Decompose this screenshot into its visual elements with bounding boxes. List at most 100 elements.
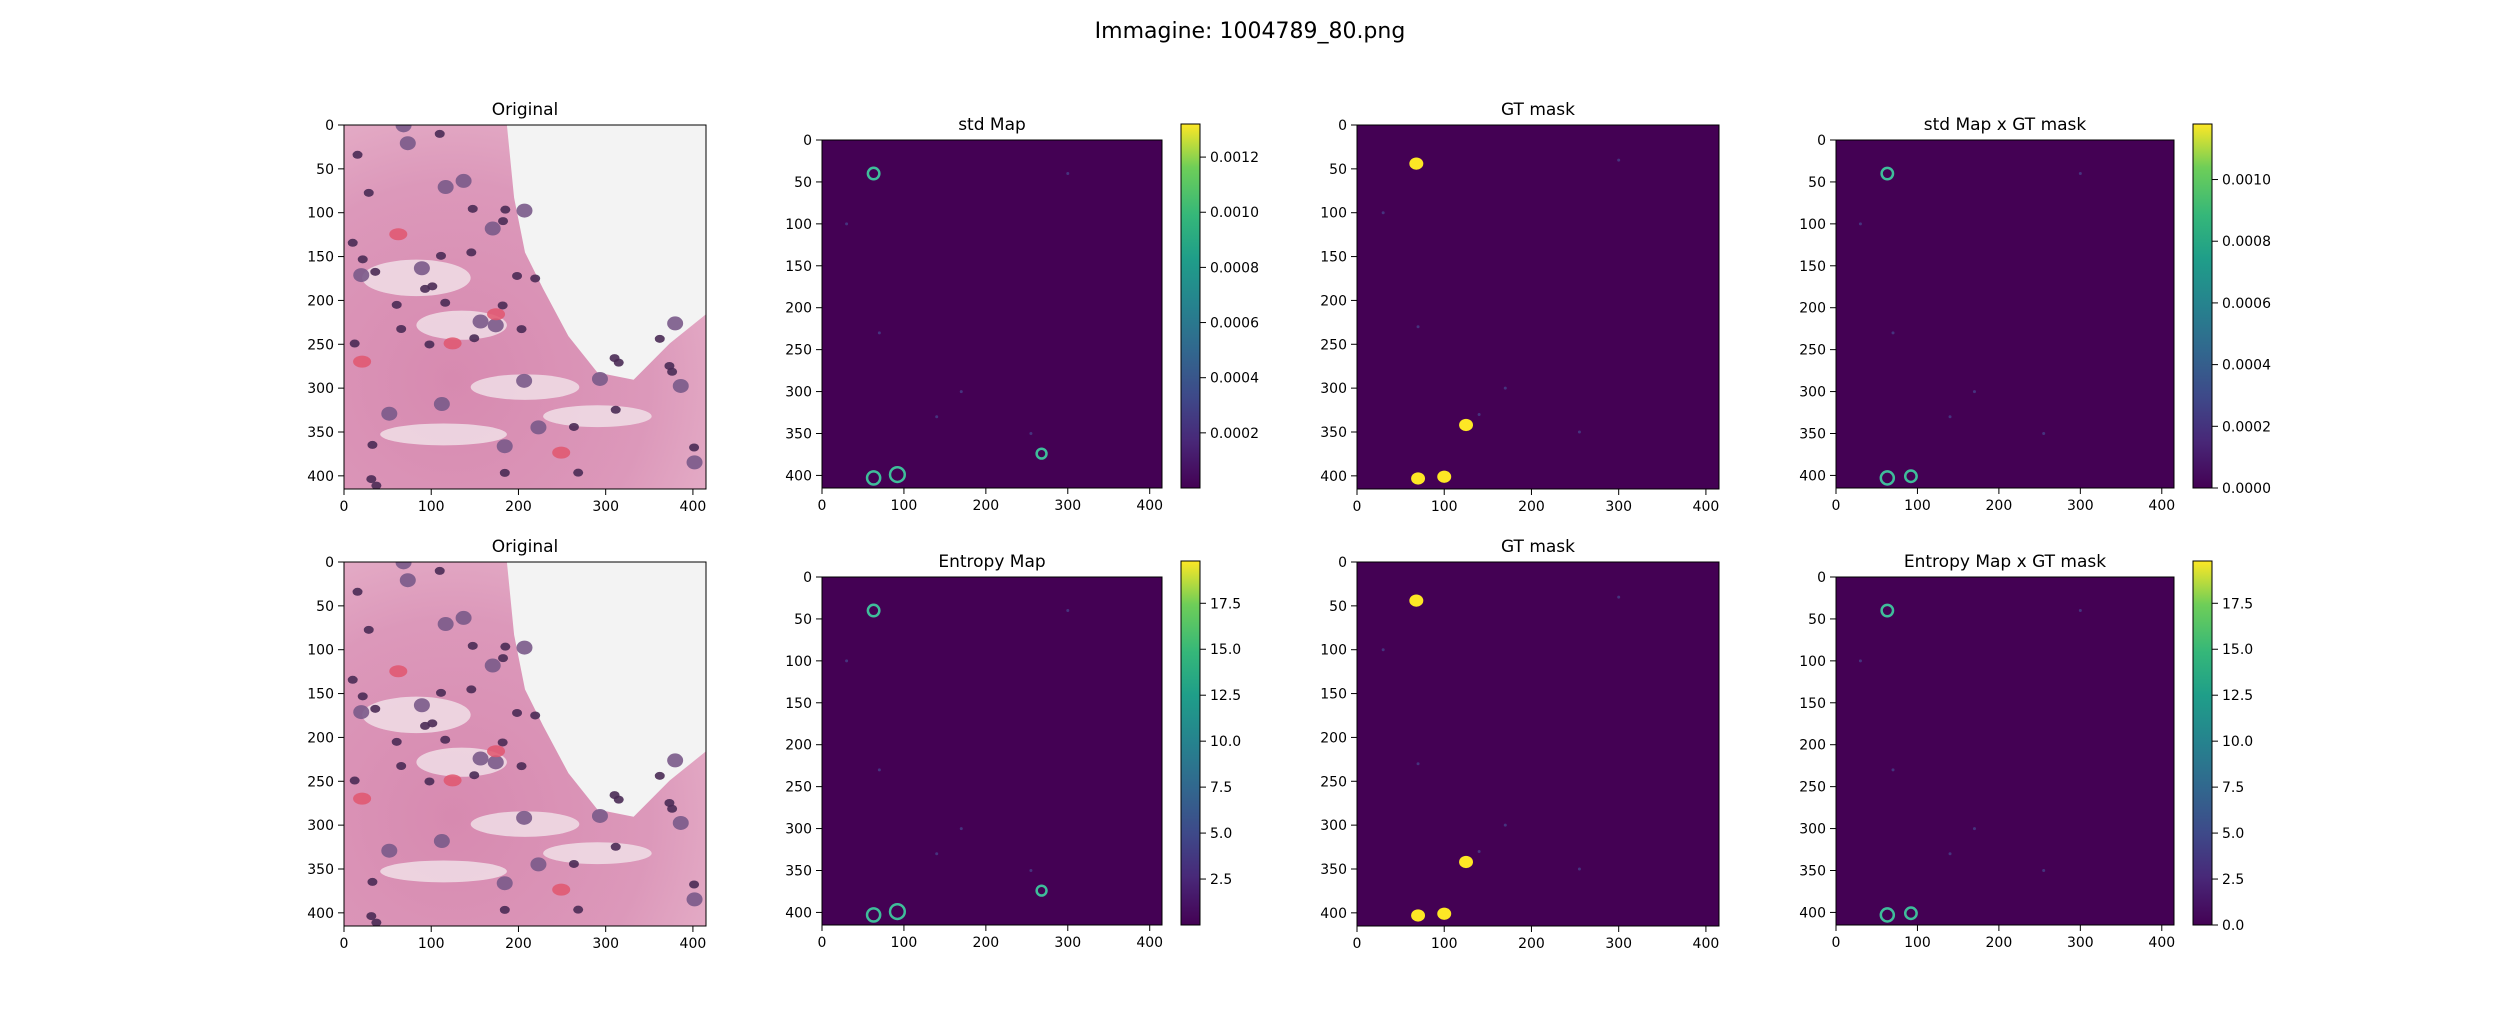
y-tick-label: 100 xyxy=(1799,654,1826,670)
nucleus xyxy=(440,735,451,744)
y-tick-label: 350 xyxy=(307,425,334,441)
x-tick-label: 0 xyxy=(818,498,827,514)
x-tick-label: 300 xyxy=(2067,935,2094,951)
nucleus xyxy=(435,251,446,260)
noise-speck xyxy=(959,390,963,394)
axes-frame xyxy=(821,139,1163,489)
y-tick-label: 400 xyxy=(785,905,812,921)
axes-frame xyxy=(1835,576,2175,926)
y-tick-label: 400 xyxy=(1320,469,1347,485)
nucleus xyxy=(667,753,684,768)
y-tick-label: 200 xyxy=(1799,738,1826,754)
nucleus xyxy=(352,587,363,596)
noise-speck xyxy=(1416,325,1420,329)
uncertainty-ring xyxy=(1879,470,1896,486)
noise-speck xyxy=(959,827,963,831)
nucleus xyxy=(496,876,513,891)
nucleus xyxy=(413,698,430,713)
noise-speck xyxy=(1066,609,1070,613)
nucleus xyxy=(367,877,378,886)
noise-speck xyxy=(1477,849,1481,853)
x-tick-label: 300 xyxy=(592,499,619,515)
nucleus xyxy=(467,204,478,213)
nucleus xyxy=(347,238,358,247)
nucleus xyxy=(349,776,360,785)
axes-frame xyxy=(821,576,1163,926)
rbc xyxy=(353,792,372,805)
nucleus xyxy=(437,180,454,195)
y-tick-label: 0 xyxy=(1338,118,1347,134)
axes-frame xyxy=(343,124,707,490)
y-tick-label: 200 xyxy=(307,730,334,746)
x-tick-label: 200 xyxy=(505,499,532,515)
uncertainty-ring xyxy=(1903,906,1918,921)
mask-blob xyxy=(1411,472,1426,485)
noise-speck xyxy=(2078,172,2082,176)
noise-speck xyxy=(1948,852,1952,856)
y-tick-label: 350 xyxy=(1799,426,1826,442)
nucleus xyxy=(399,136,416,151)
nucleus xyxy=(347,675,358,684)
colorbar-tick-label: 12.5 xyxy=(1210,688,1241,704)
nucleus xyxy=(455,610,472,625)
y-tick-label: 250 xyxy=(1799,780,1826,796)
y-tick-label: 50 xyxy=(794,175,812,191)
nucleus xyxy=(530,420,547,435)
nucleus xyxy=(469,771,480,780)
uncertainty-ring xyxy=(1879,907,1896,923)
y-tick-label: 200 xyxy=(307,293,334,309)
y-tick-label: 400 xyxy=(307,469,334,485)
y-tick-label: 400 xyxy=(1320,906,1347,922)
nucleus xyxy=(469,334,480,343)
mask-blob xyxy=(1411,909,1426,922)
nucleus xyxy=(366,475,377,484)
nucleus xyxy=(686,892,703,907)
rbc xyxy=(353,355,372,368)
noise-speck xyxy=(1972,390,1976,394)
nucleus xyxy=(466,248,477,257)
x-tick-label: 300 xyxy=(2067,498,2094,514)
y-tick-label: 100 xyxy=(1799,217,1826,233)
subplot-title: Original xyxy=(492,100,559,120)
noise-speck xyxy=(845,222,849,226)
x-tick-label: 100 xyxy=(891,935,918,951)
subplot-8: Entropy Map x GT mask 0 100 200 300 400 0 50 100… xyxy=(1799,552,2253,951)
rbc xyxy=(487,745,506,758)
y-tick-label: 50 xyxy=(1808,612,1826,628)
x-tick-label: 400 xyxy=(1693,499,1720,515)
nucleus xyxy=(349,339,360,348)
y-tick-label: 400 xyxy=(307,906,334,922)
nucleus xyxy=(357,692,368,701)
axes-frame xyxy=(1835,139,2175,489)
x-tick-label: 100 xyxy=(1904,935,1931,951)
colorbar-tick-label: 17.5 xyxy=(2222,596,2253,612)
y-tick-label: 150 xyxy=(1320,687,1347,703)
y-tick-label: 250 xyxy=(307,337,334,353)
noise-speck xyxy=(1891,331,1895,335)
uncertainty-ring xyxy=(888,902,906,921)
y-tick-label: 350 xyxy=(1799,863,1826,879)
colorbar xyxy=(2192,123,2213,489)
nucleus xyxy=(487,318,504,333)
y-tick-label: 200 xyxy=(785,738,812,754)
sinusoid xyxy=(380,860,507,883)
uncertainty-ring xyxy=(1035,447,1048,460)
y-tick-label: 250 xyxy=(1320,774,1347,790)
x-tick-label: 0 xyxy=(1832,935,1841,951)
heatmap-background xyxy=(822,577,1162,925)
nucleus xyxy=(654,334,665,343)
nucleus xyxy=(434,566,445,575)
x-tick-label: 300 xyxy=(1054,498,1081,514)
noise-speck xyxy=(1858,659,1862,663)
x-tick-label: 0 xyxy=(818,935,827,951)
y-tick-label: 0 xyxy=(325,118,334,134)
nucleus xyxy=(516,325,527,334)
colorbar-tick-label: 5.0 xyxy=(1210,826,1232,842)
x-tick-label: 300 xyxy=(1605,499,1632,515)
nucleus xyxy=(367,440,378,449)
noise-speck xyxy=(935,415,939,419)
y-tick-label: 400 xyxy=(1799,905,1826,921)
x-tick-label: 300 xyxy=(1054,935,1081,951)
nucleus xyxy=(609,791,620,800)
noise-speck xyxy=(1617,595,1621,599)
